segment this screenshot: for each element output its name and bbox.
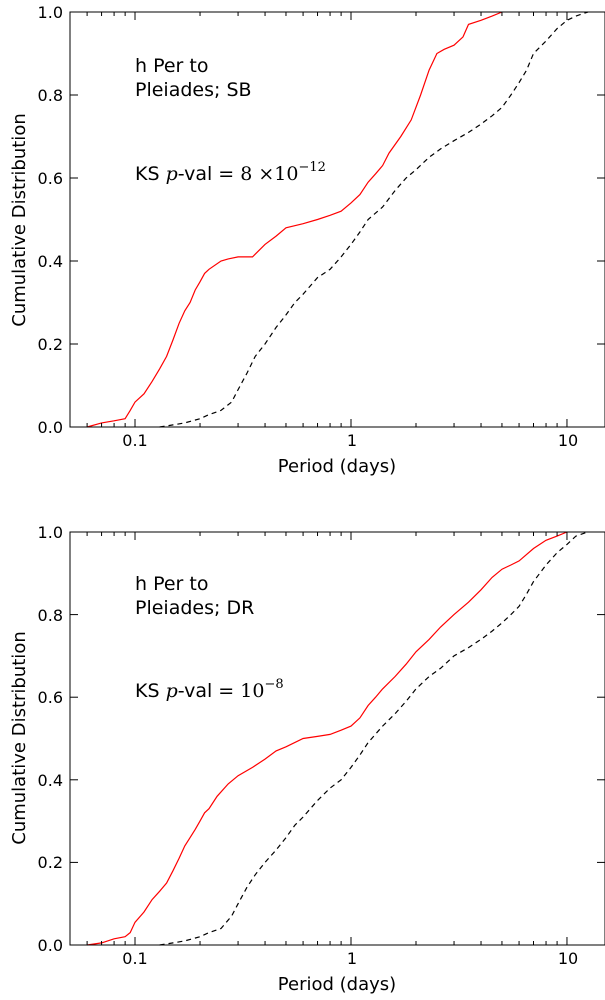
y-tick-label-0.6: 0.6 [38,688,63,707]
x-axis-label: Period (days) [278,456,396,477]
y-tick-label-0.6: 0.6 [38,169,63,188]
ks-p-symbol: p [166,163,178,185]
ks-prefix: KS [135,163,166,185]
ks-exponent: −12 [298,160,325,175]
tick-layer [70,11,605,428]
plot-frame [69,11,605,428]
ks-mid: -val = [178,163,241,185]
ks-value: 10 [240,680,264,702]
ks-mid: -val = [178,680,241,702]
ks-prefix: KS [135,680,166,702]
y-tick-label-0.8: 0.8 [38,86,63,105]
ks-value: 8 ×10 [240,163,298,185]
series-line-1 [159,531,589,946]
x-axis-label: Period (days) [278,974,396,995]
ks-pvalue-annotation: KS p-val = 8 ×10−12 [135,160,326,185]
ks-p-symbol: p [166,680,178,702]
annotation-line-2: Pleiades; DR [135,597,254,619]
series-layer [87,531,589,946]
y-tick-label-0.0: 0.0 [38,936,63,955]
y-tick-label-0.4: 0.4 [38,252,63,271]
annotation-line-2: Pleiades; SB [135,79,252,101]
x-tick-label-1: 1 [347,949,357,968]
y-tick-label-0.8: 0.8 [38,606,63,625]
chart-panel-top: 0.1 1 10 0.0 0.2 0.4 0.6 0.8 1.0 Period … [9,3,605,477]
series-line-0 [87,531,568,946]
y-tick-label-0.4: 0.4 [38,771,63,790]
annotation-line-1: h Per to [135,55,208,77]
plot-frame [69,531,605,946]
chart-panel-bottom: 0.1 1 10 0.0 0.2 0.4 0.6 0.8 1.0 Period … [9,523,605,995]
ks-pvalue-annotation: KS p-val = 10−8 [135,677,284,702]
y-tick-label-0.2: 0.2 [38,853,63,872]
ks-exponent: −8 [264,677,283,692]
y-tick-label-1.0: 1.0 [38,3,63,22]
x-tick-label-10: 10 [558,949,578,968]
y-tick-label-0.2: 0.2 [38,335,63,354]
y-tick-label-1.0: 1.0 [38,523,63,542]
series-line-1 [159,11,589,428]
x-tick-label-10: 10 [558,431,578,450]
y-axis-label: Cumulative Distribution [9,631,30,844]
series-layer [86,11,589,428]
series-line-0 [86,11,503,428]
annotation-line-1: h Per to [135,573,208,595]
y-axis-label: Cumulative Distribution [9,113,30,326]
x-tick-label-0.1: 0.1 [122,949,147,968]
x-tick-label-0.1: 0.1 [122,431,147,450]
x-tick-label-1: 1 [347,431,357,450]
y-tick-label-0.0: 0.0 [38,418,63,437]
tick-layer [70,531,605,946]
